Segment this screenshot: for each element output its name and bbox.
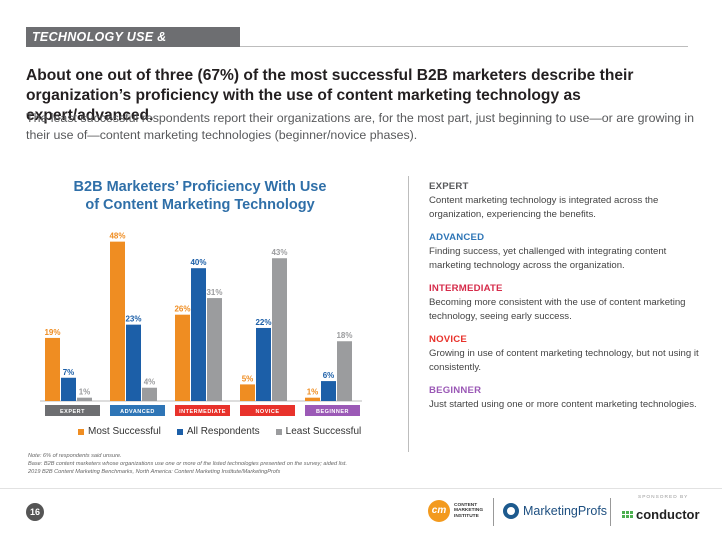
category-label: ADVANCED [120, 409, 155, 415]
definition-advanced: ADVANCED Finding success, yet challenged… [429, 231, 699, 272]
data-label: 1% [307, 388, 319, 397]
category-label-box [45, 405, 100, 416]
bar-advanced-most-successful [110, 241, 125, 401]
definition-text: Growing in use of content marketing tech… [429, 348, 699, 373]
data-label: 5% [242, 374, 254, 383]
legend-label: Most Successful [88, 426, 161, 437]
definition-text: Becoming more consistent with the use of… [429, 297, 686, 322]
chart-legend: Most Successful All Respondents Least Su… [78, 426, 361, 437]
conductor-logo: conductor [622, 507, 700, 522]
data-label: 43% [271, 248, 287, 257]
data-label: 48% [109, 232, 125, 241]
section-tag: TECHNOLOGY USE & PROFICIENCY [26, 27, 240, 64]
category-label-box [240, 405, 295, 416]
data-label: 1% [79, 388, 91, 397]
data-label: 7% [63, 368, 75, 377]
cmi-logo-text: CONTENT MARKETING INSTITUTE [454, 502, 484, 519]
data-label: 4% [144, 378, 156, 387]
data-label: 40% [190, 258, 206, 267]
bar-novice-least-successful [272, 258, 287, 401]
definition-term: NOVICE [429, 334, 467, 345]
note-line: Base: B2B content marketers whose organi… [28, 461, 348, 467]
logo-separator [493, 498, 494, 526]
category-label: NOVICE [255, 409, 279, 415]
sponsor-label: SPONSORED BY [638, 495, 689, 500]
definitions-panel: EXPERT Content marketing technology is i… [429, 180, 699, 422]
data-label: 26% [174, 305, 190, 314]
definition-intermediate: INTERMEDIATE Becoming more consistent wi… [429, 282, 699, 323]
section-divider [240, 46, 688, 47]
conductor-text: conductor [636, 507, 700, 522]
definition-text: Finding success, yet challenged with int… [429, 246, 667, 271]
data-label: 18% [336, 331, 352, 340]
category-label-box [305, 405, 360, 416]
bar-intermediate-all-respondents [191, 268, 206, 401]
bar-intermediate-most-successful [175, 314, 190, 401]
category-label: BEGINNER [316, 409, 349, 415]
note-line: Note: 6% of respondents said unsure. [28, 453, 122, 459]
chart-title-line-2: of Content Marketing Technology [85, 197, 315, 213]
definition-beginner: BEGINNER Just started using one or more … [429, 384, 699, 412]
category-label-box [110, 405, 165, 416]
logo-separator [610, 498, 611, 526]
chart-title: B2B Marketers’ Proficiency With Use of C… [40, 178, 360, 214]
marketingprofs-text: MarketingProfs [523, 504, 608, 518]
marketingprofs-icon [503, 503, 519, 519]
bar-novice-all-respondents [256, 327, 271, 401]
bar-intermediate-least-successful [207, 298, 222, 401]
cmi-logo: cm CONTENT MARKETING INSTITUTE [428, 500, 488, 522]
legend-item-most-successful: Most Successful [78, 426, 161, 437]
bar-advanced-least-successful [142, 387, 157, 401]
definition-term: ADVANCED [429, 232, 485, 243]
category-label: INTERMEDIATE [179, 409, 226, 415]
bar-novice-most-successful [240, 384, 255, 401]
bar-beginner-all-respondents [321, 381, 336, 401]
subheadline: The least successful respondents report … [26, 111, 695, 142]
note-line: 2019 B2B Content Marketing Benchmarks, N… [28, 469, 281, 475]
definition-text: Content marketing technology is integrat… [429, 195, 659, 220]
bar-beginner-most-successful [305, 397, 320, 401]
bar-beginner-least-successful [337, 341, 352, 401]
cmi-logo-mark: cm [428, 500, 450, 522]
legend-swatch [275, 428, 282, 435]
headline: About one out of three (67%) of the most… [26, 67, 634, 124]
legend-item-least-successful: Least Successful [275, 426, 362, 437]
column-divider [408, 176, 409, 452]
category-label: EXPERT [60, 409, 85, 415]
data-label: 6% [323, 371, 335, 380]
legend-label: All Respondents [186, 426, 260, 437]
data-label: 31% [206, 288, 222, 297]
legend-swatch [78, 428, 84, 435]
definition-novice: NOVICE Growing in use of content marketi… [429, 333, 699, 374]
footer-divider [0, 488, 722, 489]
definition-text: Just started using one or more content m… [429, 399, 697, 410]
definition-term: INTERMEDIATE [429, 283, 503, 294]
legend-item-all-respondents: All Respondents [176, 426, 260, 437]
data-label: 19% [44, 328, 60, 337]
conductor-icon [622, 511, 633, 518]
data-label: 23% [125, 315, 141, 324]
bar-expert-least-successful [77, 397, 92, 401]
bar-advanced-all-respondents [126, 324, 141, 401]
bar-expert-most-successful [45, 337, 60, 401]
legend-label: Least Successful [285, 426, 362, 437]
data-label: 22% [255, 318, 271, 327]
definition-expert: EXPERT Content marketing technology is i… [429, 180, 699, 221]
category-label-box [175, 405, 230, 416]
bar-expert-all-respondents [61, 377, 76, 401]
definition-term: EXPERT [429, 181, 469, 192]
marketingprofs-logo: MarketingProfs [503, 503, 607, 519]
page-number: 16 [26, 503, 44, 521]
chart-title-line-1: B2B Marketers’ Proficiency With Use [73, 179, 327, 195]
definition-term: BEGINNER [429, 385, 482, 396]
chart-notes: Note: 6% of respondents said unsure. Bas… [28, 452, 408, 476]
legend-swatch [176, 428, 183, 435]
